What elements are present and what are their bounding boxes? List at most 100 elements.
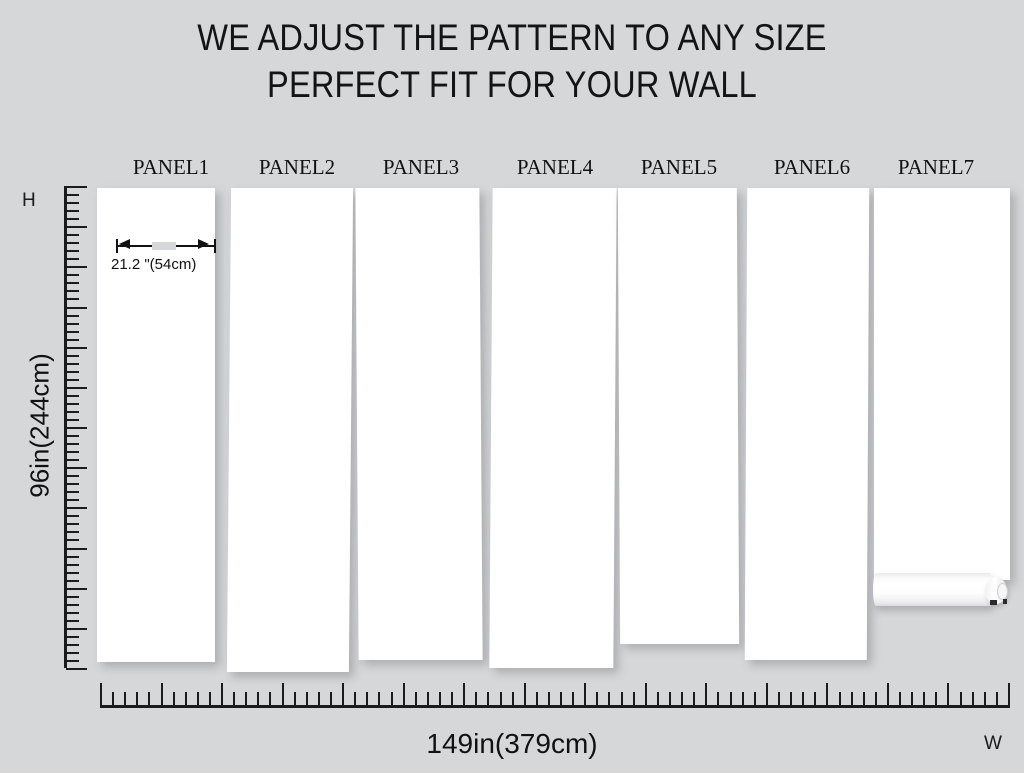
vertical-ruler-tick	[66, 660, 79, 662]
vertical-ruler-tick	[66, 491, 79, 493]
horizontal-ruler-tick	[766, 683, 768, 706]
horizontal-ruler-tick	[366, 692, 368, 706]
horizontal-ruler-tick	[257, 692, 259, 706]
horizontal-ruler-tick	[500, 692, 502, 706]
horizontal-ruler-tick	[633, 692, 635, 706]
dimension-end-tick-right	[214, 239, 216, 253]
vertical-ruler-tick	[66, 331, 79, 333]
horizontal-ruler-tick	[608, 692, 610, 706]
horizontal-ruler-tick	[269, 692, 271, 706]
vertical-ruler-tick	[66, 403, 79, 405]
arrow-right-icon	[198, 239, 209, 249]
panel-label-4: PANEL4	[516, 155, 594, 179]
horizontal-ruler-tick	[391, 692, 393, 706]
vertical-ruler-tick	[66, 411, 79, 413]
horizontal-ruler-tick	[354, 692, 356, 706]
wallpaper-panel-6	[744, 188, 870, 660]
horizontal-ruler-tick	[148, 692, 150, 706]
wallpaper-panel-1	[97, 188, 215, 662]
vertical-ruler-tick	[66, 588, 87, 590]
horizontal-ruler-tick	[863, 692, 865, 706]
horizontal-ruler-tick	[778, 692, 780, 706]
horizontal-ruler-tick	[487, 692, 489, 706]
vertical-ruler-tick	[66, 515, 79, 517]
width-axis-letter: W	[984, 733, 1002, 754]
panel-label-7: PANEL7	[897, 155, 975, 179]
vertical-ruler-tick	[66, 443, 79, 445]
horizontal-ruler-tick	[294, 692, 296, 706]
horizontal-ruler-tick	[802, 692, 804, 706]
vertical-ruler-tick	[66, 210, 79, 212]
horizontal-ruler-tick	[814, 692, 816, 706]
horizontal-ruler-tick	[463, 683, 465, 706]
horizontal-ruler-tick	[233, 692, 235, 706]
horizontal-ruler-tick	[826, 683, 828, 706]
horizontal-ruler-tick	[197, 692, 199, 706]
horizontal-ruler-tick	[947, 683, 949, 706]
horizontal-ruler-tick	[717, 692, 719, 706]
vertical-ruler-tick	[66, 363, 79, 365]
horizontal-ruler-tick	[923, 692, 925, 706]
vertical-ruler-tick	[66, 427, 87, 429]
horizontal-ruler-tick	[645, 683, 647, 706]
horizontal-ruler-tick	[209, 692, 211, 706]
vertical-ruler-tick	[66, 539, 79, 541]
vertical-ruler-tick	[66, 435, 79, 437]
horizontal-ruler-tick	[935, 692, 937, 706]
vertical-ruler-tick	[66, 451, 79, 453]
vertical-ruler-tick	[66, 523, 79, 525]
vertical-ruler-tick	[66, 339, 79, 341]
horizontal-ruler-tick	[693, 692, 695, 706]
wallpaper-panel-4	[489, 188, 617, 668]
horizontal-ruler-tick	[439, 692, 441, 706]
vertical-ruler-tick	[66, 234, 79, 236]
panel-label-5: PANEL5	[640, 155, 718, 179]
vertical-ruler-tick	[66, 266, 87, 268]
vertical-ruler-tick	[66, 379, 79, 381]
vertical-ruler-tick	[66, 564, 79, 566]
horizontal-ruler-tick	[185, 692, 187, 706]
vertical-ruler-tick	[66, 323, 79, 325]
horizontal-ruler-tick	[899, 692, 901, 706]
horizontal-ruler-tick	[161, 683, 163, 706]
horizontal-ruler-tick	[839, 692, 841, 706]
height-caption: 96in(244cm)	[24, 353, 55, 498]
horizontal-ruler-tick	[669, 692, 671, 706]
vertical-ruler-tick	[66, 194, 79, 196]
vertical-ruler-tick	[66, 395, 79, 397]
vertical-ruler-tick	[66, 580, 79, 582]
vertical-ruler-tick	[66, 604, 79, 606]
horizontal-ruler-tick	[342, 683, 344, 706]
horizontal-ruler-tick	[1008, 683, 1010, 706]
vertical-ruler-tick	[66, 202, 79, 204]
horizontal-ruler-tick	[306, 692, 308, 706]
horizontal-ruler-tick	[960, 692, 962, 706]
horizontal-ruler-tick	[330, 692, 332, 706]
wallpaper-roll-edge	[990, 600, 997, 605]
height-axis-letter: H	[22, 190, 36, 211]
width-caption: 149in(379cm)	[426, 728, 598, 759]
vertical-ruler-tick	[66, 282, 79, 284]
horizontal-ruler-tick	[524, 683, 526, 706]
panel-label-3: PANEL3	[382, 155, 460, 179]
panel-label-2: PANEL2	[258, 155, 336, 179]
vertical-ruler-tick	[66, 612, 79, 614]
wallpaper-panel-2	[226, 188, 354, 672]
horizontal-ruler-tick	[984, 692, 986, 706]
dimension-end-tick-left	[116, 239, 118, 253]
vertical-ruler-tick	[66, 258, 79, 260]
horizontal-ruler-tick	[621, 692, 623, 706]
horizontal-ruler-tick	[221, 683, 223, 706]
horizontal-ruler-tick	[754, 692, 756, 706]
vertical-ruler-tick	[66, 419, 79, 421]
vertical-ruler-tick	[66, 298, 79, 300]
vertical-ruler-tick	[66, 467, 87, 469]
horizontal-ruler-tick	[112, 692, 114, 706]
vertical-ruler-tick	[66, 628, 87, 630]
horizontal-ruler-tick	[548, 692, 550, 706]
horizontal-ruler-tick	[742, 692, 744, 706]
headline-line-2: PERFECT FIT FOR YOUR WALL	[267, 64, 757, 105]
vertical-ruler-tick	[66, 355, 79, 357]
horizontal-ruler-tick	[851, 692, 853, 706]
